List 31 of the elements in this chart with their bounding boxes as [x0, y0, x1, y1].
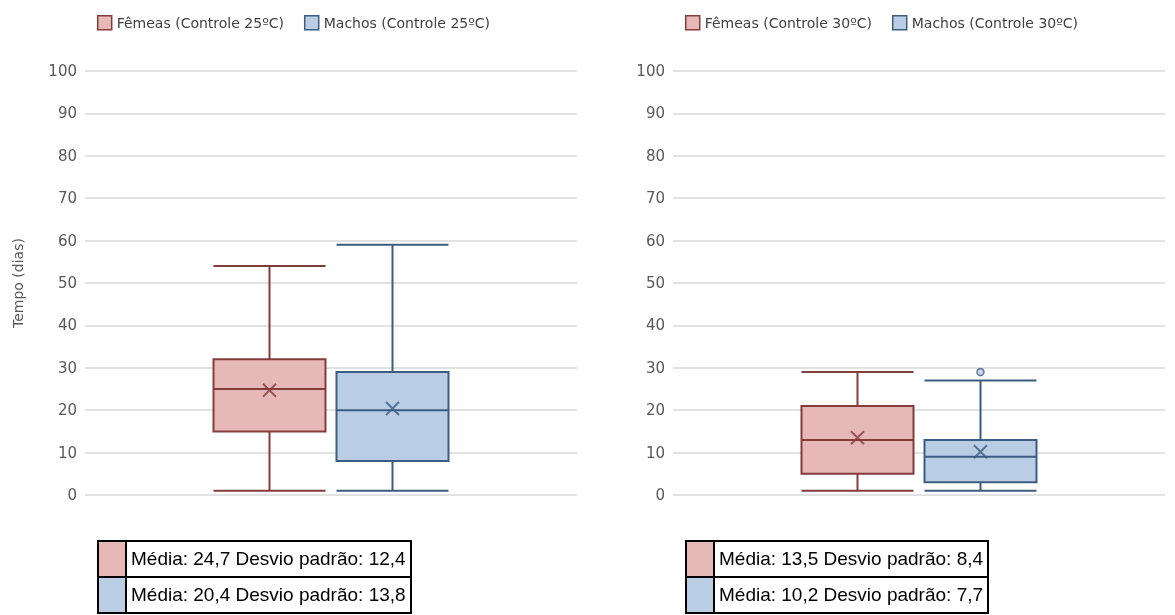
y-tick-label: 90: [645, 104, 665, 123]
y-tick-label: 90: [57, 104, 77, 123]
y-tick-label: 100: [48, 62, 77, 80]
y-tick-label: 20: [57, 401, 77, 420]
y-tick-label: 80: [645, 146, 665, 165]
y-tick-label: 70: [57, 189, 77, 208]
y-tick-label: 20: [645, 401, 665, 420]
y-tick-label: 70: [645, 189, 665, 208]
y-tick-label: 40: [645, 316, 665, 335]
legend-label: Machos (Controle 25ºC): [323, 14, 491, 31]
y-tick-label: 50: [645, 274, 665, 292]
y-tick-label: 10: [57, 443, 77, 462]
y-tick-label: 30: [645, 358, 665, 377]
y-tick-label: 60: [645, 231, 665, 250]
y-tick-label: 0: [655, 486, 665, 504]
y-tick-label: 80: [57, 146, 77, 165]
y-tick-label: 10: [645, 443, 665, 462]
legend-label: Fêmeas (Controle 30ºC): [704, 14, 872, 31]
y-axis-title: Tempo (dias): [10, 238, 26, 329]
y-tick-label: 60: [57, 231, 77, 250]
y-tick-label: 0: [67, 486, 77, 504]
text: Média: 24,7 Desvio padrão: 12,4: [126, 541, 411, 577]
legend-label: Fêmeas (Controle 25ºC): [116, 14, 284, 31]
text: Média: 13,5 Desvio padrão: 8,4: [714, 541, 989, 577]
y-tick-label: 30: [57, 358, 77, 377]
y-tick-label: 100: [636, 62, 665, 80]
y-tick-label: 50: [57, 274, 77, 292]
y-tick-label: 40: [57, 316, 77, 335]
text: Média: 10,2 Desvio padrão: 7,7: [714, 577, 989, 613]
text: Média: 20,4 Desvio padrão: 13,8: [126, 577, 411, 613]
legend-label: Machos (Controle 30ºC): [911, 14, 1079, 31]
